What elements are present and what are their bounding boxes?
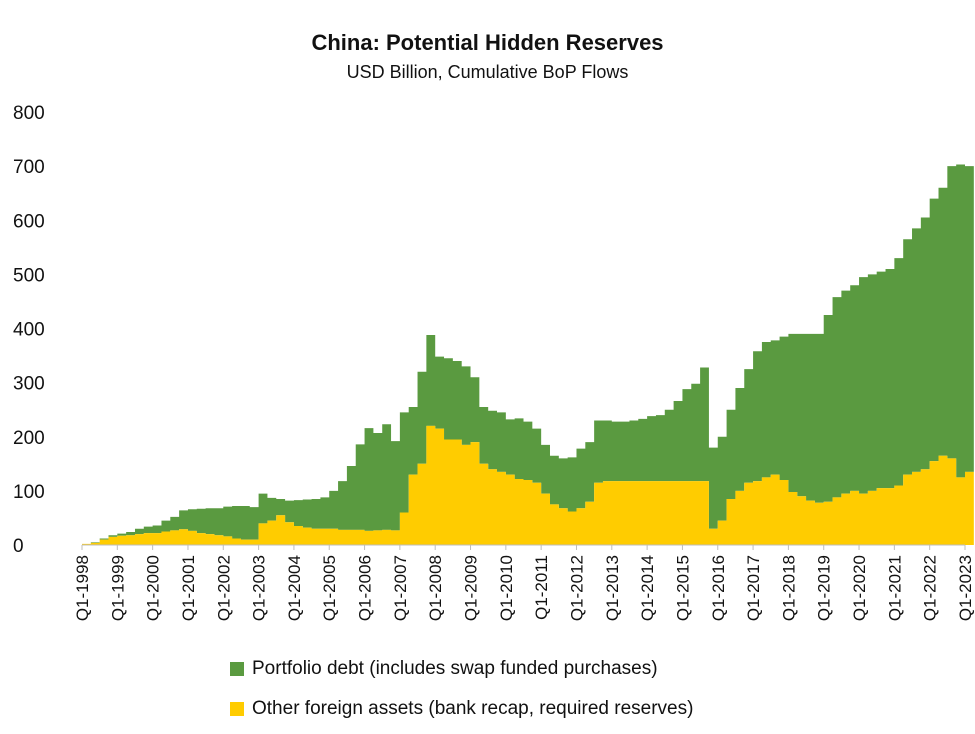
- y-tick-label: 100: [13, 482, 45, 503]
- x-tick-label: Q1-2022: [921, 555, 940, 621]
- legend-item-other-foreign-assets: Other foreign assets (bank recap, requir…: [230, 698, 693, 720]
- x-tick-label: Q1-1998: [73, 555, 92, 621]
- y-axis-ticks: 0 100 200 300 400 500 600 700 800: [13, 103, 45, 557]
- area-layer: [82, 164, 974, 545]
- x-tick-label: Q1-2014: [638, 555, 657, 621]
- x-tick-label: Q1-2007: [391, 555, 410, 621]
- x-tick-label: Q1-1999: [108, 555, 127, 621]
- y-tick-label: 200: [13, 428, 45, 449]
- y-tick-label: 700: [13, 157, 45, 178]
- x-tick-label: Q1-2013: [603, 555, 622, 621]
- x-tick-label: Q1-2003: [250, 555, 269, 621]
- chart-subtitle: USD Billion, Cumulative BoP Flows: [346, 62, 629, 82]
- x-tick-label: Q1-2004: [285, 555, 304, 621]
- x-tick-label: Q1-2021: [885, 555, 904, 621]
- chart-title: China: Potential Hidden Reserves: [311, 30, 664, 55]
- y-tick-label: 0: [13, 536, 24, 557]
- y-tick-label: 400: [13, 320, 45, 341]
- legend-label-portfolio-debt: Portfolio debt (includes swap funded pur…: [252, 658, 658, 679]
- x-tick-label: Q1-2023: [956, 555, 975, 621]
- y-tick-label: 300: [13, 374, 45, 395]
- x-tick-label: Q1-2012: [567, 555, 586, 621]
- x-tick-label: Q1-2006: [356, 555, 375, 621]
- y-tick-label: 800: [13, 103, 45, 124]
- x-tick-label: Q1-2017: [744, 555, 763, 621]
- x-tick-label: Q1-2002: [214, 555, 233, 621]
- y-tick-label: 600: [13, 211, 45, 232]
- x-tick-label: Q1-2005: [320, 555, 339, 621]
- area-series-portfolio-debt: [82, 164, 974, 544]
- legend-label-other-foreign-assets: Other foreign assets (bank recap, requir…: [252, 698, 694, 719]
- x-tick-label: Q1-2011: [532, 555, 551, 620]
- area-series-other-foreign-assets: [82, 425, 974, 545]
- legend-item-portfolio-debt: Portfolio debt (includes swap funded pur…: [230, 658, 658, 680]
- x-tick-label: Q1-2018: [779, 555, 798, 621]
- x-tick-label: Q1-2016: [709, 555, 728, 621]
- x-tick-label: Q1-2019: [815, 555, 834, 621]
- x-tick-label: Q1-2001: [179, 555, 198, 621]
- legend-swatch-portfolio-debt: [230, 662, 244, 676]
- x-tick-label: Q1-2010: [497, 555, 516, 621]
- x-tick-label: Q1-2009: [462, 555, 481, 621]
- x-tick-label: Q1-2008: [426, 555, 445, 621]
- x-tick-label: Q1-2020: [850, 555, 869, 621]
- x-tick-label: Q1-2015: [673, 555, 692, 621]
- x-tick-label: Q1-2000: [144, 555, 163, 621]
- y-tick-label: 500: [13, 265, 45, 286]
- legend-swatch-other-foreign-assets: [230, 702, 244, 716]
- x-axis-ticks: Q1-1998 Q1-1999 Q1-2000 Q1-2001 Q1-2002 Q1-20…: [73, 545, 975, 621]
